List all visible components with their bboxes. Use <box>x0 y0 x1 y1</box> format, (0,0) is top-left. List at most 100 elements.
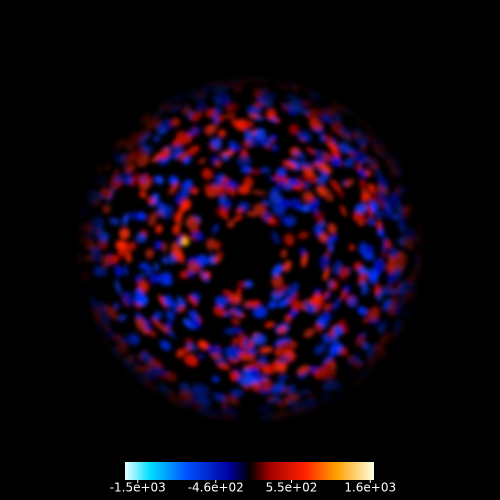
colorbar-tick-label: -4.6e+02 <box>188 481 244 495</box>
speckle <box>253 87 262 99</box>
speckle <box>166 396 179 408</box>
speckle <box>114 265 123 277</box>
speckle <box>379 333 391 347</box>
speckle <box>108 217 120 225</box>
speckle <box>203 183 214 194</box>
speckle <box>360 193 371 203</box>
speckle <box>230 370 238 382</box>
speckle <box>103 325 109 332</box>
speckle <box>278 198 290 209</box>
speckle <box>287 79 295 87</box>
speckle <box>267 396 275 402</box>
speckle <box>212 256 221 264</box>
speckle <box>149 329 157 338</box>
speckle <box>247 142 259 147</box>
speckle <box>135 317 147 332</box>
speckle <box>417 231 429 246</box>
speckle <box>284 385 297 395</box>
speckle <box>417 257 424 270</box>
speckle <box>313 149 327 160</box>
speckle <box>331 148 341 159</box>
speckle <box>218 93 231 105</box>
speckle <box>197 353 205 359</box>
speckle <box>418 222 430 233</box>
speckle <box>172 144 184 157</box>
speckle <box>187 294 198 307</box>
speckle <box>212 138 222 150</box>
speckle <box>162 256 168 265</box>
speckle <box>405 322 412 330</box>
colorbar-tick-label: 1.6e+03 <box>344 481 396 495</box>
speckle <box>161 118 169 127</box>
speckle <box>258 405 272 413</box>
speckle <box>76 286 85 294</box>
speckle <box>313 343 327 355</box>
speckle <box>282 102 289 107</box>
speckle <box>412 268 422 279</box>
speckle <box>302 191 314 203</box>
speckle <box>260 167 271 174</box>
speckle <box>115 174 122 183</box>
speckle <box>108 307 118 320</box>
speckle <box>348 353 360 366</box>
speckle <box>189 112 200 122</box>
speckle <box>357 306 368 316</box>
speckle <box>321 311 333 322</box>
speckle <box>74 229 80 244</box>
center-mask <box>230 230 270 270</box>
speckle <box>177 219 183 228</box>
speckle <box>93 326 103 337</box>
speckle <box>211 375 220 383</box>
speckle <box>196 91 204 98</box>
speckle <box>387 270 398 285</box>
speckle <box>343 178 354 188</box>
speckle <box>188 217 200 232</box>
speckle <box>238 419 246 428</box>
speckle <box>253 203 267 215</box>
speckle <box>296 133 311 142</box>
speckle <box>241 121 254 128</box>
speckle <box>241 166 252 173</box>
speckle <box>205 107 216 118</box>
speckle <box>203 387 210 398</box>
speckle <box>322 380 337 393</box>
speckle <box>293 151 306 159</box>
speckle <box>354 203 365 214</box>
speckle <box>145 248 154 259</box>
speckle <box>355 335 366 347</box>
speckle <box>310 293 323 306</box>
speckle <box>296 365 310 375</box>
speckle <box>98 300 106 314</box>
speckle <box>367 355 379 368</box>
speckle <box>269 191 282 204</box>
speckle <box>128 172 140 188</box>
speckle <box>228 400 240 405</box>
speckle <box>96 240 108 250</box>
speckle <box>304 85 312 92</box>
speckle <box>243 176 254 189</box>
speckle <box>198 158 206 164</box>
speckle <box>323 134 335 144</box>
speckle <box>233 83 243 93</box>
speckle <box>178 252 185 264</box>
speckle <box>284 215 297 227</box>
speckle <box>123 265 128 277</box>
speckle <box>127 131 142 146</box>
speckle <box>245 70 261 81</box>
speckle <box>189 316 200 328</box>
speckle <box>264 321 275 328</box>
speckle <box>297 231 309 240</box>
speckle <box>123 140 134 151</box>
speckle <box>75 207 83 222</box>
speckle <box>169 105 180 113</box>
speckle <box>241 355 256 362</box>
speckle <box>154 240 162 250</box>
speckle <box>220 413 234 425</box>
speckle <box>262 210 271 222</box>
speckle <box>243 336 250 349</box>
speckle <box>129 211 140 220</box>
speckle <box>403 205 413 213</box>
speckle <box>381 320 389 330</box>
speckle <box>389 332 399 343</box>
speckle <box>99 150 106 159</box>
